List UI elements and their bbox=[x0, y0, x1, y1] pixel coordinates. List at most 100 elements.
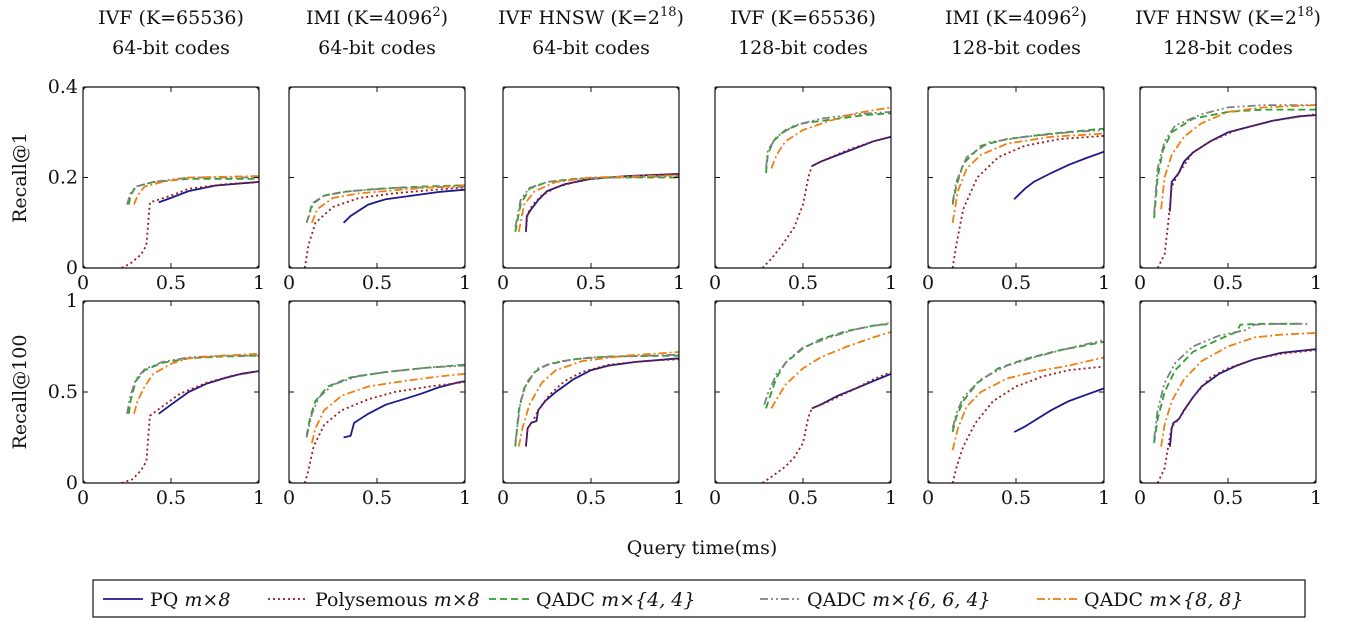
panel-series bbox=[303, 363, 465, 483]
legend-math: m×8 bbox=[184, 589, 230, 611]
legend-label: QADC m×{6, 6, 4} bbox=[807, 589, 991, 611]
series-line-q44 bbox=[514, 176, 679, 232]
panel-frame bbox=[288, 300, 466, 484]
series-line-q44 bbox=[765, 112, 891, 174]
panel-title-text: IMI (K=4096 bbox=[306, 7, 432, 29]
legend-name: QADC bbox=[1084, 589, 1149, 611]
panel: 0 0.5 1 bbox=[283, 300, 471, 509]
panel-series bbox=[761, 321, 891, 483]
x-tick-label: 1 bbox=[459, 272, 471, 294]
y-tick-label: 0.4 bbox=[48, 76, 78, 98]
panel-frame bbox=[288, 86, 466, 269]
panel-title-text-end: ) bbox=[676, 7, 683, 29]
series-line-q664 bbox=[763, 321, 891, 405]
series-line-q664 bbox=[1153, 104, 1316, 214]
x-tick-label: 1 bbox=[1310, 272, 1322, 294]
series-line-poly bbox=[761, 135, 891, 268]
series-line-q88 bbox=[311, 372, 465, 444]
series-line-q44 bbox=[1153, 108, 1316, 219]
panel-frame bbox=[927, 86, 1105, 269]
series-line-poly bbox=[121, 370, 259, 483]
legend-item-pq: PQ m×8 bbox=[103, 589, 230, 611]
panel-series bbox=[1153, 322, 1316, 483]
series-line-poly bbox=[303, 186, 465, 268]
legend-label: PQ m×8 bbox=[150, 589, 230, 611]
series-line-q664 bbox=[1153, 322, 1308, 440]
series-line-q664 bbox=[951, 129, 1104, 203]
panel-frame bbox=[927, 300, 1105, 484]
panel: 0 0.5 1 0 0.2 0.4 bbox=[48, 76, 265, 294]
series-line-pq bbox=[1013, 387, 1104, 433]
panel: 0 0.5 1 bbox=[709, 300, 897, 509]
series-line-q88 bbox=[517, 174, 679, 232]
x-tick-label: 0 bbox=[922, 272, 934, 294]
series-line-q664 bbox=[514, 353, 679, 444]
series-line-q664 bbox=[305, 185, 465, 224]
panel-series bbox=[514, 173, 679, 232]
x-tick-label: 0.5 bbox=[1001, 487, 1031, 509]
panel-title-line1: IVF (K=65536) bbox=[98, 7, 244, 29]
series-line-q664 bbox=[126, 176, 259, 205]
series-line-poly bbox=[525, 358, 679, 447]
series-line-poly bbox=[121, 181, 259, 268]
series-line-poly bbox=[303, 381, 465, 483]
series-line-q88 bbox=[951, 356, 1104, 451]
x-axis-label: Query time(ms) bbox=[627, 537, 777, 559]
series-line-q88 bbox=[133, 352, 259, 415]
x-tick-label: 1 bbox=[253, 272, 265, 294]
x-tick-label: 1 bbox=[673, 272, 685, 294]
y-tick-label: 0.5 bbox=[48, 381, 78, 403]
series-line-pq bbox=[343, 380, 465, 439]
panel-frame bbox=[82, 300, 260, 484]
legend-math: m×8 bbox=[434, 589, 480, 611]
panel: 0 0.5 1 bbox=[1134, 300, 1322, 509]
x-tick-label: 1 bbox=[1310, 487, 1322, 509]
panel-title-line2: 64-bit codes bbox=[318, 37, 436, 59]
series-line-q88 bbox=[517, 351, 679, 447]
y-tick-label: 0 bbox=[66, 472, 78, 494]
series-line-q664 bbox=[514, 175, 679, 228]
series-line-pq bbox=[1169, 114, 1316, 212]
legend: PQ m×8 Polysemous m×8 QADC m×{4, 4} QADC m×… bbox=[92, 579, 1306, 618]
panel: 0 0.5 1 0 0.5 1 bbox=[48, 290, 265, 509]
x-tick-label: 0 bbox=[709, 487, 721, 509]
panel-title-text: IMI (K=4096 bbox=[945, 7, 1071, 29]
x-tick-label: 0.5 bbox=[576, 487, 606, 509]
panel: 0 0.5 1 bbox=[922, 86, 1110, 294]
series-line-poly bbox=[761, 371, 891, 483]
panel-series bbox=[303, 184, 465, 268]
series-line-poly bbox=[525, 173, 679, 232]
panel: 0 0.5 1 bbox=[497, 86, 685, 294]
legend-label: QADC m×{4, 4} bbox=[536, 589, 695, 611]
legend-name: QADC bbox=[536, 589, 601, 611]
series-line-pq bbox=[158, 370, 259, 415]
panel-series bbox=[1153, 104, 1316, 268]
series-line-q44 bbox=[765, 322, 891, 409]
series-line-q44 bbox=[127, 178, 259, 205]
legend-items: PQ m×8 Polysemous m×8 QADC m×{4, 4} QADC m×… bbox=[103, 589, 1243, 611]
panel: 0 0.5 1 bbox=[922, 300, 1110, 509]
series-line-q664 bbox=[951, 339, 1104, 429]
panel-title-line1: IVF (K=65536) bbox=[730, 7, 876, 29]
panel-frame bbox=[502, 300, 680, 484]
x-tick-label: 0 bbox=[1134, 487, 1146, 509]
panel-title-text: IVF (K=65536) bbox=[730, 7, 876, 29]
series-line-q44 bbox=[514, 354, 679, 447]
x-tick-label: 0.5 bbox=[788, 272, 818, 294]
panel-title-line1: IMI (K=40962) bbox=[945, 5, 1087, 29]
panel-series bbox=[761, 106, 891, 268]
series-line-q88 bbox=[1160, 104, 1316, 210]
panel-title-superscript: 18 bbox=[660, 5, 677, 20]
y-axis-label: Recall@1 bbox=[9, 132, 31, 223]
x-tick-label: 1 bbox=[885, 487, 897, 509]
panel-title-text-end: ) bbox=[1313, 7, 1320, 29]
x-tick-label: 0.5 bbox=[362, 272, 392, 294]
x-tick-label: 0 bbox=[922, 487, 934, 509]
series-line-pq bbox=[158, 181, 259, 204]
x-tick-label: 1 bbox=[253, 487, 265, 509]
panel-title-line2: 128-bit codes bbox=[1163, 37, 1293, 59]
series-line-poly bbox=[1156, 349, 1316, 483]
panel-series bbox=[121, 175, 259, 268]
panel-title-line2: 64-bit codes bbox=[112, 37, 230, 59]
